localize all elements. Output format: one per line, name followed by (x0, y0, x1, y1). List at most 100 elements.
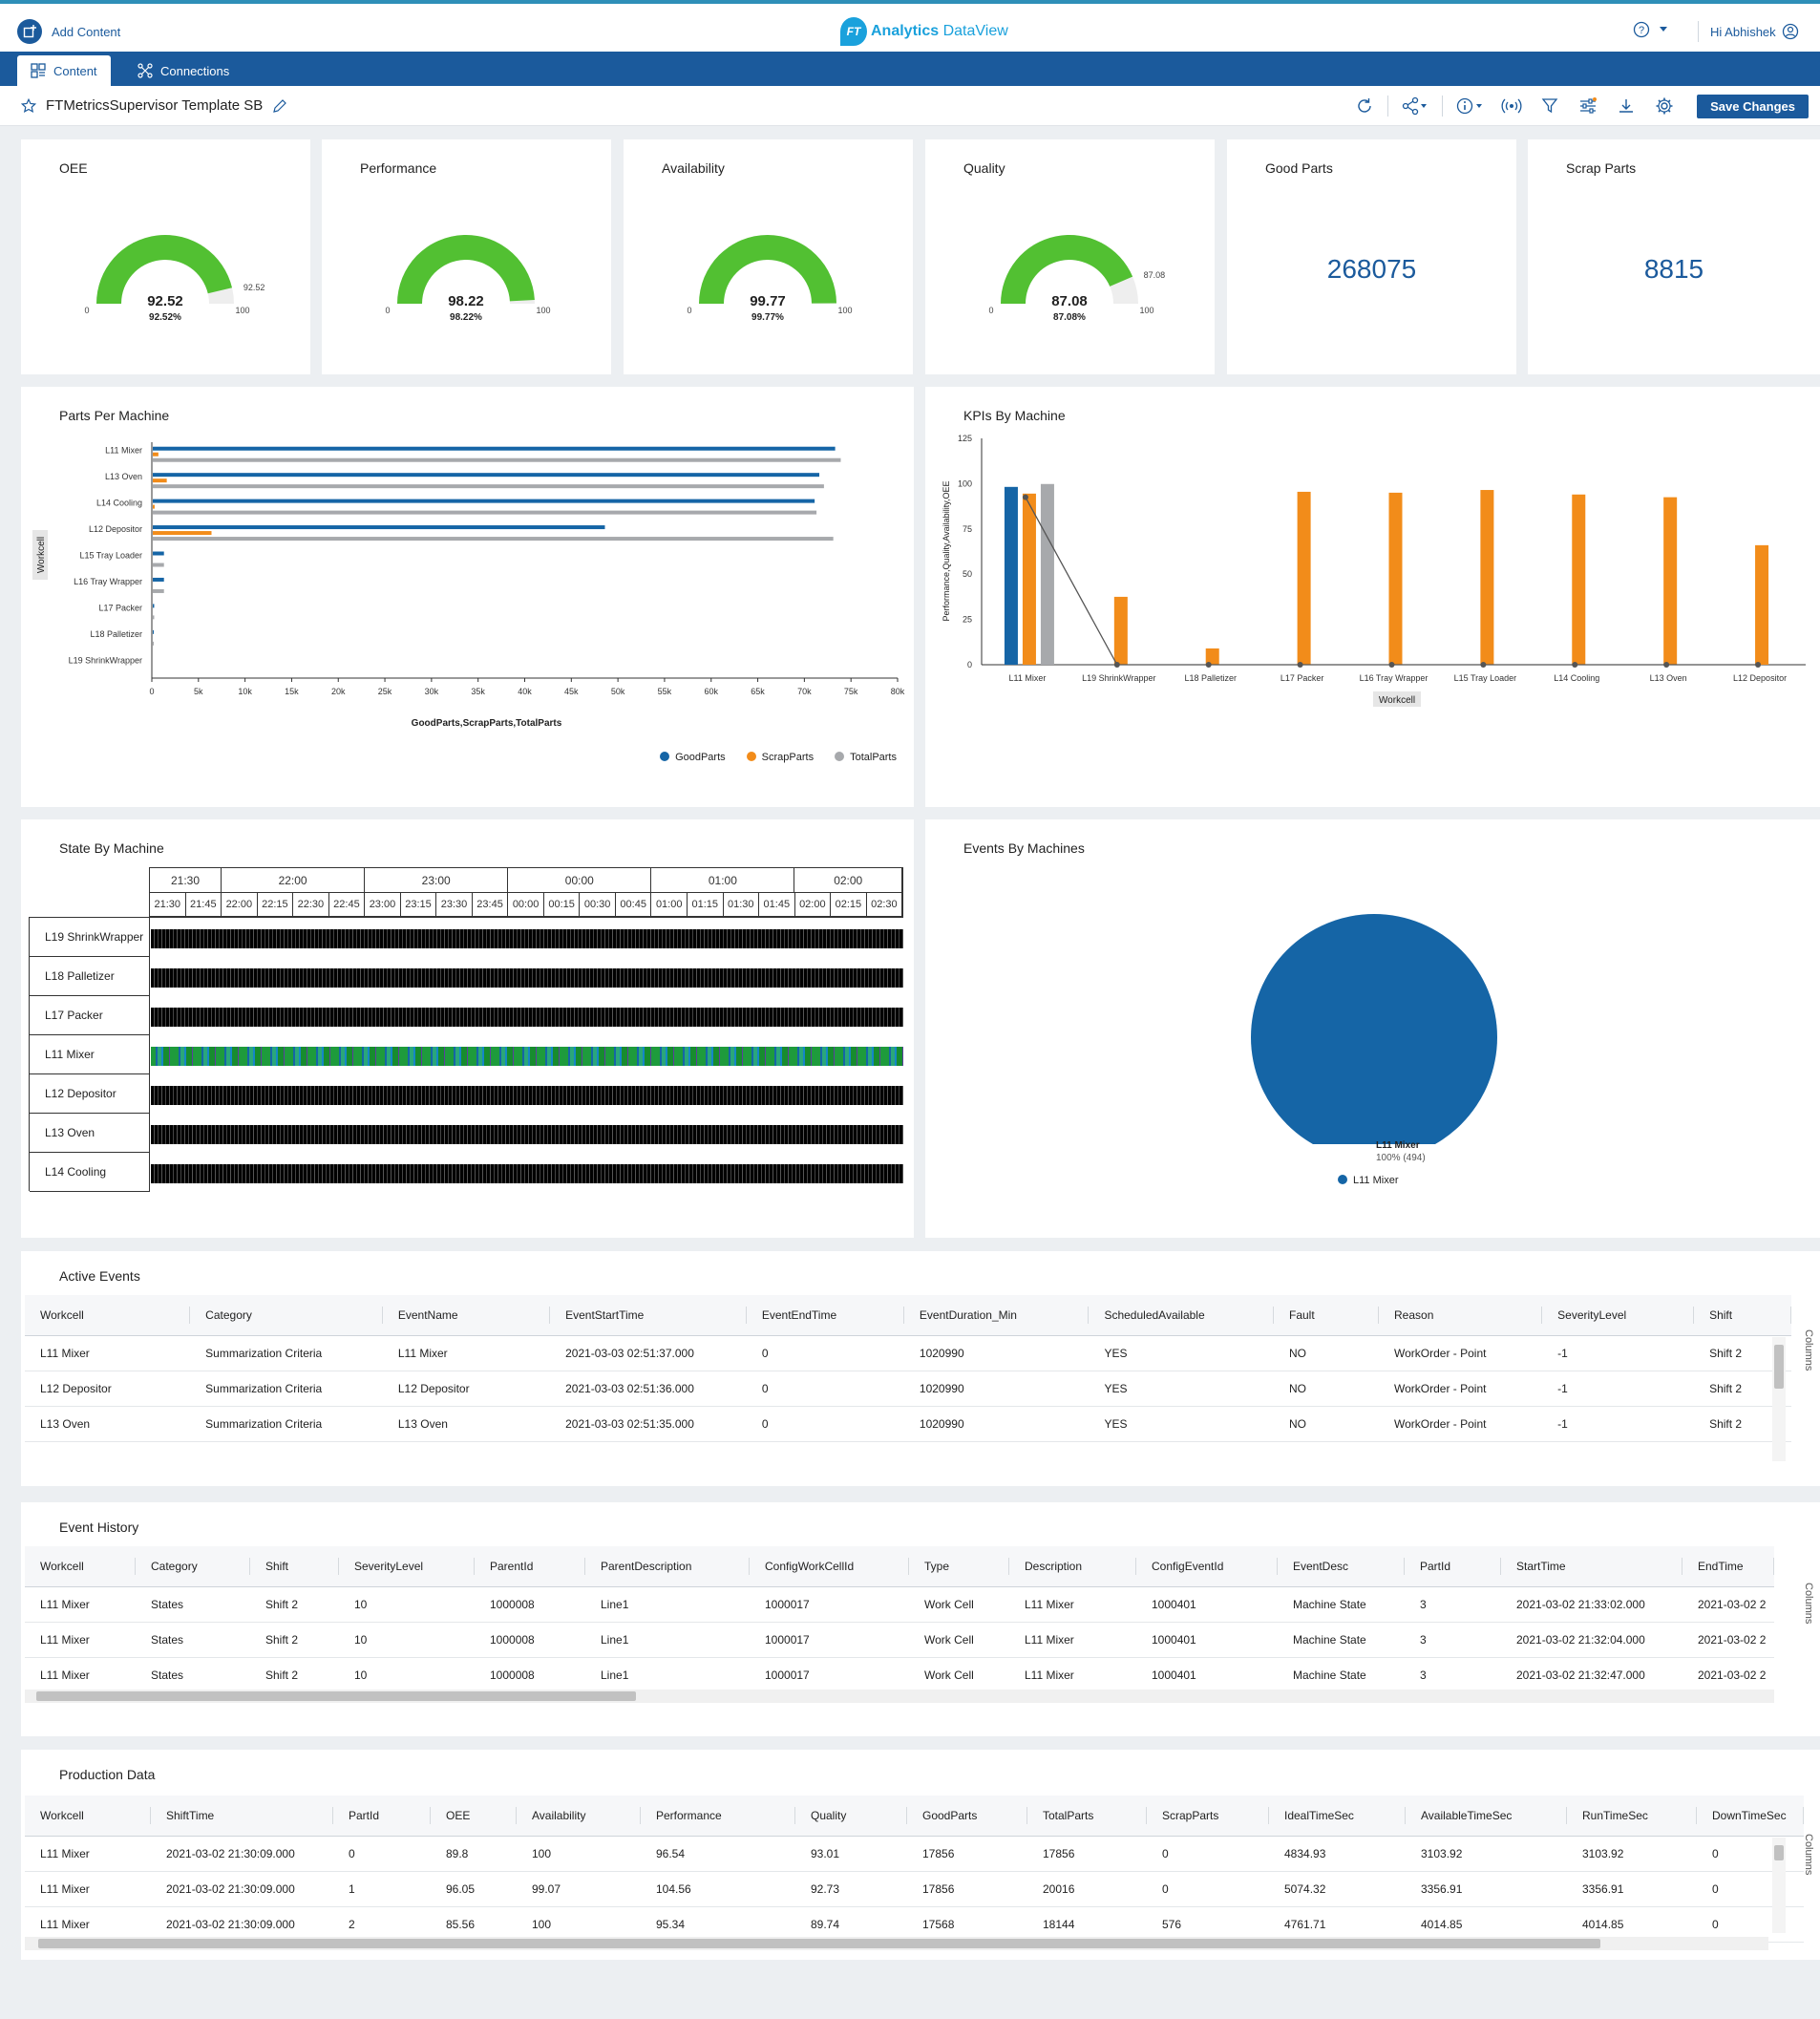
column-header[interactable]: ParentId (475, 1546, 585, 1587)
column-header[interactable]: Category (136, 1546, 250, 1587)
column-header[interactable]: EventEndTime (746, 1295, 904, 1336)
table-row[interactable]: L11 Mixer 2021-03-02 21:30:09.000 1 96.05 99… (25, 1871, 1804, 1907)
column-header[interactable]: Fault (1274, 1295, 1380, 1336)
gantt-state-bar[interactable] (151, 929, 903, 948)
column-header[interactable]: Workcell (25, 1295, 191, 1336)
column-header[interactable]: IdealTimeSec (1269, 1796, 1406, 1837)
column-header-label: EndTime (1698, 1557, 1774, 1575)
legend-item[interactable]: TotalParts (835, 752, 897, 763)
column-header[interactable]: EventDuration_Min (903, 1295, 1090, 1336)
column-header[interactable]: ScrapParts (1147, 1796, 1269, 1837)
column-header[interactable]: Shift (250, 1546, 339, 1587)
star-icon[interactable] (21, 97, 36, 114)
legend-item[interactable]: ScrapParts (746, 752, 814, 763)
help-menu[interactable]: ? (1633, 21, 1667, 38)
column-header[interactable]: EventStartTime (550, 1295, 747, 1336)
gantt-state-bar[interactable] (151, 1086, 903, 1105)
column-header[interactable]: EndTime (1682, 1546, 1774, 1587)
tab-content[interactable]: Content (17, 55, 111, 86)
gauge-min: 0 (687, 306, 691, 315)
column-header-label: Shift (1709, 1306, 1791, 1324)
table-row[interactable]: L11 Mixer States Shift 2 10 1000008 Line1 1000… (25, 1586, 1774, 1623)
vertical-scrollbar[interactable] (1772, 1337, 1786, 1461)
kpi-card-quality: Quality 87.08 87.08% 0 100 87.08 (925, 139, 1215, 374)
legend-item[interactable]: GoodParts (660, 752, 726, 763)
column-header[interactable]: ConfigEventId (1136, 1546, 1278, 1587)
add-content-button[interactable]: Add Content (17, 19, 120, 44)
column-header[interactable]: Workcell (25, 1796, 151, 1837)
x-tick-label: 40k (518, 687, 532, 696)
column-header[interactable]: SeverityLevel (339, 1546, 475, 1587)
gantt-state-bar[interactable] (151, 1164, 903, 1183)
tab-connections[interactable]: Connections (124, 55, 243, 86)
column-header[interactable]: Type (909, 1546, 1009, 1587)
column-header[interactable]: Workcell (25, 1546, 136, 1587)
table-cell: 10 (339, 1586, 475, 1623)
table-cell: 2 (333, 1906, 431, 1943)
column-header[interactable]: DownTimeSec (1697, 1796, 1804, 1837)
download-button[interactable] (1607, 94, 1645, 118)
column-header[interactable]: Availability (517, 1796, 641, 1837)
column-header[interactable]: PartId (333, 1796, 431, 1837)
table-row[interactable]: L12 Depositor Summarization Criteria L12 D… (25, 1371, 1791, 1407)
gantt-state-bar[interactable] (151, 968, 903, 988)
settings-sliders-button[interactable] (1569, 94, 1607, 118)
kpi-bar (1663, 497, 1678, 665)
column-header[interactable]: Shift (1694, 1295, 1791, 1336)
column-header[interactable]: Quality (795, 1796, 907, 1837)
column-header[interactable]: Reason (1379, 1295, 1543, 1336)
live-button[interactable] (1492, 94, 1531, 118)
column-header[interactable]: ShiftTime (151, 1796, 333, 1837)
gear-button[interactable] (1645, 94, 1683, 118)
horizontal-scrollbar[interactable] (25, 1937, 1768, 1950)
legend-item[interactable]: L11 Mixer (1338, 1175, 1398, 1186)
gantt-state-bar[interactable] (151, 1125, 903, 1144)
x-tick-label: 50k (611, 687, 625, 696)
column-header[interactable]: StartTime (1501, 1546, 1682, 1587)
column-header[interactable]: AvailableTimeSec (1406, 1796, 1567, 1837)
save-changes-button[interactable]: Save Changes (1697, 94, 1809, 118)
table-row[interactable]: L11 Mixer States Shift 2 10 1000008 Line1 1000… (25, 1622, 1774, 1658)
column-header[interactable]: ScheduledAvailable (1089, 1295, 1274, 1336)
filter-button[interactable] (1531, 94, 1569, 118)
table-row[interactable]: L11 Mixer Summarization Criteria L11 Mixer… (25, 1335, 1791, 1371)
info-button[interactable] (1447, 94, 1492, 118)
columns-toggle[interactable]: Columns (1795, 1834, 1814, 1875)
table-row[interactable]: L11 Mixer 2021-03-02 21:30:09.000 2 85.56 10… (25, 1906, 1804, 1943)
share-button[interactable] (1392, 94, 1438, 118)
pie-slice-l11-mixer[interactable] (1251, 914, 1497, 1144)
edit-icon[interactable] (272, 98, 287, 114)
columns-label: Columns (1803, 1329, 1814, 1371)
column-header[interactable]: SeverityLevel (1542, 1295, 1695, 1336)
vertical-scrollbar[interactable] (1772, 1838, 1786, 1933)
table-row[interactable]: L11 Mixer States Shift 2 10 1000008 Line1 1000… (25, 1657, 1774, 1693)
gantt-state-bar[interactable] (151, 1047, 903, 1066)
columns-toggle[interactable]: Columns (1795, 1583, 1814, 1624)
columns-toggle[interactable]: Columns (1795, 1329, 1814, 1371)
column-header[interactable]: EventDesc (1278, 1546, 1405, 1587)
column-header[interactable]: OEE (431, 1796, 517, 1837)
column-header[interactable]: Performance (641, 1796, 795, 1837)
gantt-quarter-label: 01:30 (724, 893, 760, 916)
help-icon: ? (1633, 21, 1650, 38)
column-header-label: SeverityLevel (354, 1557, 475, 1575)
column-header[interactable]: TotalParts (1027, 1796, 1147, 1837)
table-cell: 1000401 (1136, 1586, 1278, 1623)
column-header[interactable]: PartId (1405, 1546, 1501, 1587)
gantt-quarter-label: 22:45 (329, 893, 366, 916)
refresh-button[interactable] (1345, 94, 1384, 118)
column-header-label: ScheduledAvailable (1104, 1306, 1274, 1324)
gantt-state-bar[interactable] (151, 1008, 903, 1027)
column-header[interactable]: Description (1009, 1546, 1136, 1587)
column-header[interactable]: Category (190, 1295, 383, 1336)
column-header-label: EventName (398, 1306, 551, 1324)
column-header[interactable]: ConfigWorkCellId (750, 1546, 909, 1587)
user-menu[interactable]: Hi Abhishek (1698, 21, 1799, 42)
column-header[interactable]: RunTimeSec (1567, 1796, 1697, 1837)
column-header[interactable]: EventName (382, 1295, 551, 1336)
column-header[interactable]: GoodParts (907, 1796, 1027, 1837)
column-header[interactable]: ParentDescription (585, 1546, 750, 1587)
horizontal-scrollbar[interactable] (25, 1690, 1774, 1703)
table-row[interactable]: L13 Oven Summarization Criteria L13 Oven 20… (25, 1406, 1791, 1442)
table-row[interactable]: L11 Mixer 2021-03-02 21:30:09.000 0 89.8 100… (25, 1836, 1804, 1872)
